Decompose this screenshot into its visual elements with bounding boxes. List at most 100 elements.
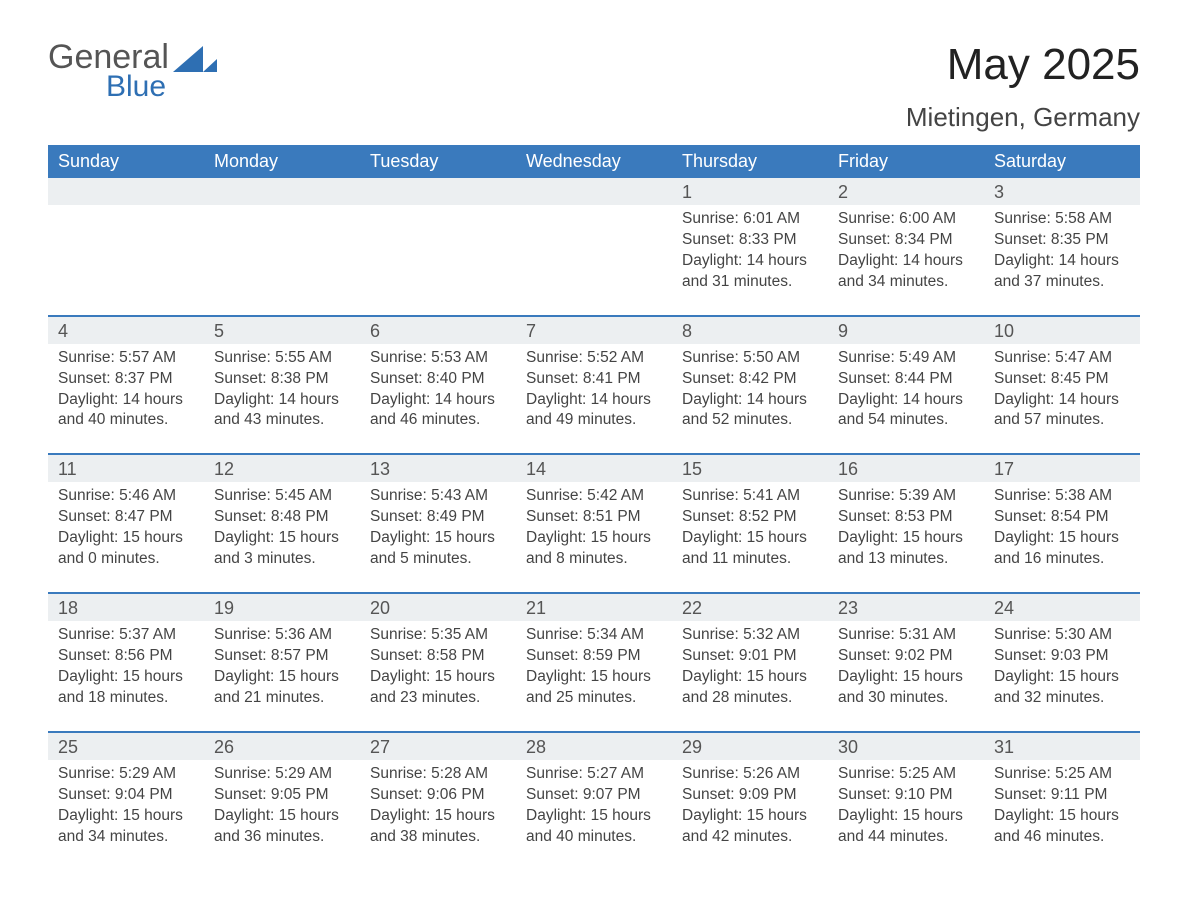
- day-body-10: Sunrise: 5:47 AMSunset: 8:45 PMDaylight:…: [984, 344, 1140, 446]
- day-number-29: 29: [672, 733, 828, 760]
- day-body-22: Sunrise: 5:32 AMSunset: 9:01 PMDaylight:…: [672, 621, 828, 723]
- day-body-26: Sunrise: 5:29 AMSunset: 9:05 PMDaylight:…: [204, 760, 360, 862]
- day-number-22: 22: [672, 594, 828, 621]
- day-number-27: 27: [360, 733, 516, 760]
- day-body-13: Sunrise: 5:43 AMSunset: 8:49 PMDaylight:…: [360, 482, 516, 584]
- title-block: May 2025 Mietingen, Germany: [906, 40, 1140, 133]
- day-body-20: Sunrise: 5:35 AMSunset: 8:58 PMDaylight:…: [360, 621, 516, 723]
- day-number-empty: [360, 178, 516, 205]
- day-body-16: Sunrise: 5:39 AMSunset: 8:53 PMDaylight:…: [828, 482, 984, 584]
- day-body-25: Sunrise: 5:29 AMSunset: 9:04 PMDaylight:…: [48, 760, 204, 862]
- day-number-14: 14: [516, 455, 672, 482]
- dow-friday: Friday: [828, 145, 984, 178]
- weeks-container: 123Sunrise: 6:01 AMSunset: 8:33 PMDaylig…: [48, 178, 1140, 861]
- daybody-row: Sunrise: 6:01 AMSunset: 8:33 PMDaylight:…: [48, 205, 1140, 307]
- day-body-3: Sunrise: 5:58 AMSunset: 8:35 PMDaylight:…: [984, 205, 1140, 307]
- day-body-7: Sunrise: 5:52 AMSunset: 8:41 PMDaylight:…: [516, 344, 672, 446]
- month-title: May 2025: [906, 40, 1140, 90]
- day-body-4: Sunrise: 5:57 AMSunset: 8:37 PMDaylight:…: [48, 344, 204, 446]
- daybody-row: Sunrise: 5:29 AMSunset: 9:04 PMDaylight:…: [48, 760, 1140, 862]
- day-body-2: Sunrise: 6:00 AMSunset: 8:34 PMDaylight:…: [828, 205, 984, 307]
- day-body-5: Sunrise: 5:55 AMSunset: 8:38 PMDaylight:…: [204, 344, 360, 446]
- day-body-31: Sunrise: 5:25 AMSunset: 9:11 PMDaylight:…: [984, 760, 1140, 862]
- dow-wednesday: Wednesday: [516, 145, 672, 178]
- logo-word-2: Blue: [106, 70, 169, 104]
- day-number-empty: [48, 178, 204, 205]
- daynum-row: 11121314151617: [48, 455, 1140, 482]
- day-body-28: Sunrise: 5:27 AMSunset: 9:07 PMDaylight:…: [516, 760, 672, 862]
- day-number-24: 24: [984, 594, 1140, 621]
- daynum-row: 45678910: [48, 317, 1140, 344]
- day-body-19: Sunrise: 5:36 AMSunset: 8:57 PMDaylight:…: [204, 621, 360, 723]
- day-number-23: 23: [828, 594, 984, 621]
- day-body-21: Sunrise: 5:34 AMSunset: 8:59 PMDaylight:…: [516, 621, 672, 723]
- day-number-17: 17: [984, 455, 1140, 482]
- day-body-29: Sunrise: 5:26 AMSunset: 9:09 PMDaylight:…: [672, 760, 828, 862]
- day-body-empty: [48, 205, 204, 307]
- day-number-30: 30: [828, 733, 984, 760]
- day-number-25: 25: [48, 733, 204, 760]
- day-body-11: Sunrise: 5:46 AMSunset: 8:47 PMDaylight:…: [48, 482, 204, 584]
- daybody-row: Sunrise: 5:37 AMSunset: 8:56 PMDaylight:…: [48, 621, 1140, 723]
- day-number-31: 31: [984, 733, 1140, 760]
- day-body-27: Sunrise: 5:28 AMSunset: 9:06 PMDaylight:…: [360, 760, 516, 862]
- logo-word-1: General: [48, 40, 169, 74]
- daynum-row: 18192021222324: [48, 594, 1140, 621]
- week-2: 45678910Sunrise: 5:57 AMSunset: 8:37 PMD…: [48, 315, 1140, 446]
- dow-sunday: Sunday: [48, 145, 204, 178]
- day-of-week-header: SundayMondayTuesdayWednesdayThursdayFrid…: [48, 145, 1140, 178]
- day-body-9: Sunrise: 5:49 AMSunset: 8:44 PMDaylight:…: [828, 344, 984, 446]
- week-5: 25262728293031Sunrise: 5:29 AMSunset: 9:…: [48, 731, 1140, 862]
- day-number-7: 7: [516, 317, 672, 344]
- day-body-empty: [516, 205, 672, 307]
- week-3: 11121314151617Sunrise: 5:46 AMSunset: 8:…: [48, 453, 1140, 584]
- day-number-2: 2: [828, 178, 984, 205]
- dow-saturday: Saturday: [984, 145, 1140, 178]
- day-number-empty: [204, 178, 360, 205]
- daybody-row: Sunrise: 5:57 AMSunset: 8:37 PMDaylight:…: [48, 344, 1140, 446]
- day-body-18: Sunrise: 5:37 AMSunset: 8:56 PMDaylight:…: [48, 621, 204, 723]
- logo: General Blue: [48, 40, 217, 104]
- day-number-empty: [516, 178, 672, 205]
- daynum-row: 123: [48, 178, 1140, 205]
- dow-tuesday: Tuesday: [360, 145, 516, 178]
- day-number-13: 13: [360, 455, 516, 482]
- day-number-9: 9: [828, 317, 984, 344]
- day-number-10: 10: [984, 317, 1140, 344]
- calendar: SundayMondayTuesdayWednesdayThursdayFrid…: [48, 145, 1140, 861]
- day-number-26: 26: [204, 733, 360, 760]
- day-number-18: 18: [48, 594, 204, 621]
- day-body-14: Sunrise: 5:42 AMSunset: 8:51 PMDaylight:…: [516, 482, 672, 584]
- dow-monday: Monday: [204, 145, 360, 178]
- day-body-empty: [360, 205, 516, 307]
- day-number-8: 8: [672, 317, 828, 344]
- day-number-12: 12: [204, 455, 360, 482]
- day-body-6: Sunrise: 5:53 AMSunset: 8:40 PMDaylight:…: [360, 344, 516, 446]
- day-number-5: 5: [204, 317, 360, 344]
- day-body-8: Sunrise: 5:50 AMSunset: 8:42 PMDaylight:…: [672, 344, 828, 446]
- day-number-3: 3: [984, 178, 1140, 205]
- daynum-row: 25262728293031: [48, 733, 1140, 760]
- day-number-11: 11: [48, 455, 204, 482]
- logo-text-block: General Blue: [48, 40, 169, 104]
- day-body-15: Sunrise: 5:41 AMSunset: 8:52 PMDaylight:…: [672, 482, 828, 584]
- day-number-21: 21: [516, 594, 672, 621]
- day-number-28: 28: [516, 733, 672, 760]
- day-number-6: 6: [360, 317, 516, 344]
- day-body-12: Sunrise: 5:45 AMSunset: 8:48 PMDaylight:…: [204, 482, 360, 584]
- day-body-24: Sunrise: 5:30 AMSunset: 9:03 PMDaylight:…: [984, 621, 1140, 723]
- day-body-30: Sunrise: 5:25 AMSunset: 9:10 PMDaylight:…: [828, 760, 984, 862]
- day-body-1: Sunrise: 6:01 AMSunset: 8:33 PMDaylight:…: [672, 205, 828, 307]
- day-body-17: Sunrise: 5:38 AMSunset: 8:54 PMDaylight:…: [984, 482, 1140, 584]
- daybody-row: Sunrise: 5:46 AMSunset: 8:47 PMDaylight:…: [48, 482, 1140, 584]
- location-subtitle: Mietingen, Germany: [906, 102, 1140, 133]
- day-number-1: 1: [672, 178, 828, 205]
- day-body-23: Sunrise: 5:31 AMSunset: 9:02 PMDaylight:…: [828, 621, 984, 723]
- day-number-19: 19: [204, 594, 360, 621]
- day-body-empty: [204, 205, 360, 307]
- week-1: 123Sunrise: 6:01 AMSunset: 8:33 PMDaylig…: [48, 178, 1140, 307]
- header-row: General Blue May 2025 Mietingen, Germany: [48, 40, 1140, 133]
- dow-thursday: Thursday: [672, 145, 828, 178]
- week-4: 18192021222324Sunrise: 5:37 AMSunset: 8:…: [48, 592, 1140, 723]
- day-number-15: 15: [672, 455, 828, 482]
